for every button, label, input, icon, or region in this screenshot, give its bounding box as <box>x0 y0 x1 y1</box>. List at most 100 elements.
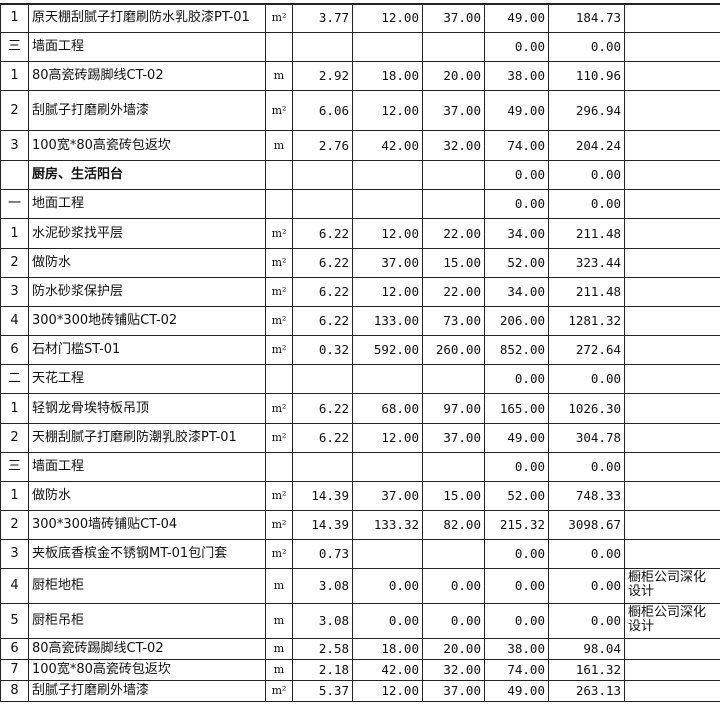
unit-cell[interactable]: m² <box>265 90 293 131</box>
unit-cell[interactable] <box>265 160 293 190</box>
remark-cell[interactable] <box>624 61 720 91</box>
total-price-cell[interactable]: 1026.30 <box>548 393 625 424</box>
labor-price-cell[interactable]: 20.00 <box>422 61 485 91</box>
row-index-cell[interactable]: 1 <box>0 61 29 91</box>
row-index-cell[interactable]: 6 <box>0 335 29 365</box>
item-name-cell[interactable]: 厨柜地柜 <box>28 568 266 604</box>
quantity-cell[interactable]: 6.22 <box>292 423 353 453</box>
item-name-cell[interactable]: 天花工程 <box>28 364 266 394</box>
item-name-cell[interactable]: 刮腻子打磨刷外墙漆 <box>28 90 266 131</box>
unit-price-cell[interactable]: 74.00 <box>484 659 549 681</box>
unit-price-cell[interactable]: 0.00 <box>484 189 549 219</box>
row-index-cell[interactable]: 7 <box>0 659 29 681</box>
unit-price-cell[interactable]: 0.00 <box>484 160 549 190</box>
row-index-cell[interactable]: 3 <box>0 277 29 307</box>
row-index-cell[interactable] <box>0 160 29 190</box>
remark-cell[interactable] <box>624 189 720 219</box>
unit-price-cell[interactable]: 34.00 <box>484 218 549 249</box>
item-name-cell[interactable]: 轻钢龙骨埃特板吊顶 <box>28 393 266 424</box>
labor-price-cell[interactable]: 260.00 <box>422 335 485 365</box>
material-price-cell[interactable]: 12.00 <box>352 218 423 249</box>
material-price-cell[interactable]: 133.32 <box>352 510 423 540</box>
row-index-cell[interactable]: 2 <box>0 90 29 131</box>
remark-cell[interactable] <box>624 218 720 249</box>
total-price-cell[interactable]: 211.48 <box>548 218 625 249</box>
material-price-cell[interactable]: 18.00 <box>352 638 423 660</box>
unit-cell[interactable] <box>265 32 293 62</box>
item-name-cell[interactable]: 刮腻子打磨刷外墙漆 <box>28 680 266 702</box>
unit-cell[interactable]: m <box>265 130 293 161</box>
labor-price-cell[interactable]: 22.00 <box>422 218 485 249</box>
unit-price-cell[interactable]: 38.00 <box>484 61 549 91</box>
row-index-cell[interactable]: 2 <box>0 248 29 278</box>
remark-cell[interactable]: 橱柜公司深化设计 <box>624 603 720 639</box>
quantity-cell[interactable]: 6.22 <box>292 306 353 336</box>
labor-price-cell[interactable] <box>422 32 485 62</box>
row-index-cell[interactable]: 3 <box>0 130 29 161</box>
total-price-cell[interactable]: 263.13 <box>548 680 625 702</box>
total-price-cell[interactable]: 323.44 <box>548 248 625 278</box>
unit-price-cell[interactable]: 49.00 <box>484 90 549 131</box>
quantity-cell[interactable]: 2.76 <box>292 130 353 161</box>
unit-cell[interactable]: m <box>265 638 293 660</box>
remark-cell[interactable] <box>624 659 720 681</box>
material-price-cell[interactable]: 133.00 <box>352 306 423 336</box>
quantity-cell[interactable] <box>292 364 353 394</box>
item-name-cell[interactable]: 原天棚刮腻子打磨刷防水乳胶漆PT-01 <box>28 3 266 33</box>
remark-cell[interactable] <box>624 248 720 278</box>
row-index-cell[interactable]: 4 <box>0 568 29 604</box>
remark-cell[interactable] <box>624 130 720 161</box>
labor-price-cell[interactable]: 37.00 <box>422 3 485 33</box>
remark-cell[interactable] <box>624 393 720 424</box>
unit-price-cell[interactable]: 852.00 <box>484 335 549 365</box>
quantity-cell[interactable]: 5.37 <box>292 680 353 702</box>
item-name-cell[interactable]: 80高瓷砖踢脚线CT-02 <box>28 61 266 91</box>
unit-cell[interactable]: m <box>265 603 293 639</box>
labor-price-cell[interactable] <box>422 452 485 482</box>
item-name-cell[interactable]: 地面工程 <box>28 189 266 219</box>
total-price-cell[interactable]: 296.94 <box>548 90 625 131</box>
total-price-cell[interactable]: 0.00 <box>548 32 625 62</box>
row-index-cell[interactable]: 2 <box>0 423 29 453</box>
labor-price-cell[interactable]: 32.00 <box>422 659 485 681</box>
unit-cell[interactable]: m² <box>265 277 293 307</box>
remark-cell[interactable] <box>624 481 720 511</box>
labor-price-cell[interactable]: 0.00 <box>422 568 485 604</box>
item-name-cell[interactable]: 墙面工程 <box>28 452 266 482</box>
material-price-cell[interactable]: 37.00 <box>352 248 423 278</box>
labor-price-cell[interactable] <box>422 539 485 569</box>
quantity-cell[interactable]: 0.73 <box>292 539 353 569</box>
unit-cell[interactable]: m² <box>265 481 293 511</box>
remark-cell[interactable] <box>624 539 720 569</box>
unit-price-cell[interactable]: 0.00 <box>484 452 549 482</box>
row-index-cell[interactable]: 6 <box>0 638 29 660</box>
quantity-cell[interactable]: 2.58 <box>292 638 353 660</box>
row-index-cell[interactable]: 一 <box>0 189 29 219</box>
item-name-cell[interactable]: 300*300墙砖铺贴CT-04 <box>28 510 266 540</box>
material-price-cell[interactable]: 12.00 <box>352 423 423 453</box>
unit-cell[interactable]: m <box>265 659 293 681</box>
remark-cell[interactable] <box>624 335 720 365</box>
material-price-cell[interactable] <box>352 160 423 190</box>
unit-cell[interactable]: m² <box>265 306 293 336</box>
row-index-cell[interactable]: 1 <box>0 481 29 511</box>
remark-cell[interactable] <box>624 277 720 307</box>
total-price-cell[interactable]: 0.00 <box>548 539 625 569</box>
item-name-cell[interactable]: 100宽*80高瓷砖包返坎 <box>28 659 266 681</box>
labor-price-cell[interactable]: 37.00 <box>422 423 485 453</box>
unit-cell[interactable]: m² <box>265 248 293 278</box>
quantity-cell[interactable]: 14.39 <box>292 510 353 540</box>
labor-price-cell[interactable] <box>422 364 485 394</box>
remark-cell[interactable] <box>624 510 720 540</box>
material-price-cell[interactable]: 42.00 <box>352 130 423 161</box>
item-name-cell[interactable]: 300*300地砖铺贴CT-02 <box>28 306 266 336</box>
quantity-cell[interactable] <box>292 160 353 190</box>
quantity-cell[interactable]: 3.08 <box>292 568 353 604</box>
material-price-cell[interactable]: 12.00 <box>352 3 423 33</box>
unit-cell[interactable]: m² <box>265 335 293 365</box>
labor-price-cell[interactable]: 15.00 <box>422 248 485 278</box>
item-name-cell[interactable]: 夹板底香槟金不锈钢MT-01包门套 <box>28 539 266 569</box>
material-price-cell[interactable] <box>352 189 423 219</box>
quantity-cell[interactable] <box>292 189 353 219</box>
unit-price-cell[interactable]: 215.32 <box>484 510 549 540</box>
